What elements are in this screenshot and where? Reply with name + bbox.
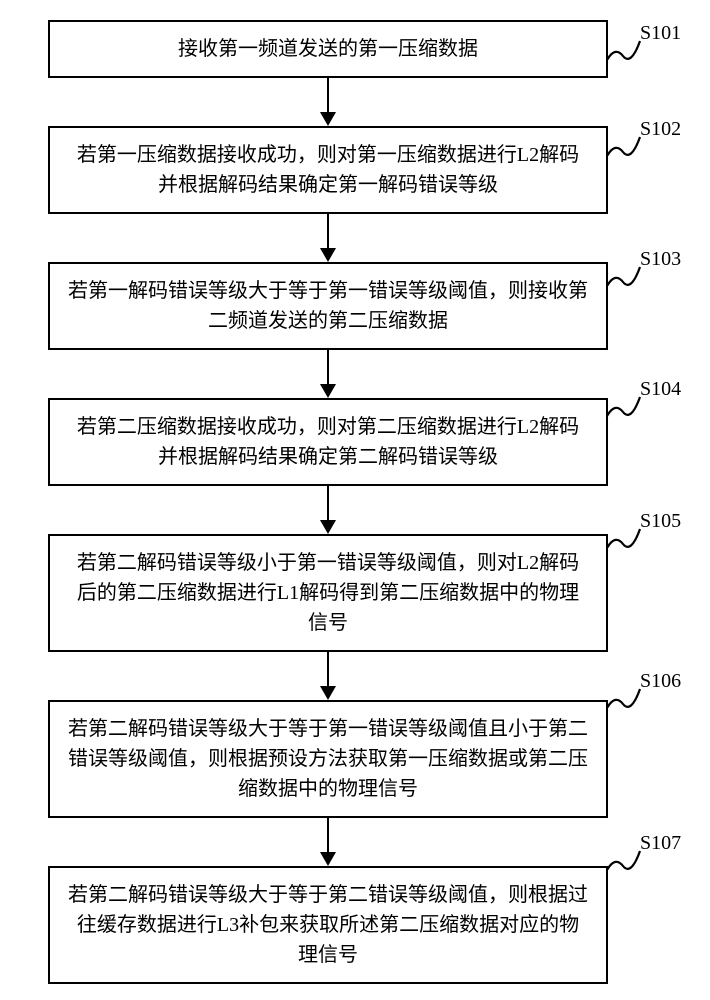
arrow xyxy=(48,78,608,126)
step-box-3: 若第一解码错误等级大于等于第一错误等级阈值，则接收第二频道发送的第二压缩数据 xyxy=(48,262,608,350)
step-text: 若第二解码错误等级大于等于第二错误等级阈值，则根据过往缓存数据进行L3补包来获取… xyxy=(68,884,588,966)
step-label: S101 xyxy=(640,22,681,45)
squiggle-icon xyxy=(606,394,642,422)
squiggle-icon xyxy=(606,38,642,66)
step-label: S104 xyxy=(640,378,681,401)
squiggle-icon xyxy=(606,848,642,876)
step-box-4: 若第二压缩数据接收成功，则对第二压缩数据进行L2解码并根据解码结果确定第二解码错… xyxy=(48,398,608,486)
squiggle-icon xyxy=(606,526,642,554)
step-text: 若第一压缩数据接收成功，则对第一压缩数据进行L2解码并根据解码结果确定第一解码错… xyxy=(77,144,579,196)
arrow xyxy=(48,818,608,866)
step-box-5: 若第二解码错误等级小于第一错误等级阈值，则对L2解码后的第二压缩数据进行L1解码… xyxy=(48,534,608,652)
step-label: S105 xyxy=(640,510,681,533)
step-label: S103 xyxy=(640,248,681,271)
step-text: 若第一解码错误等级大于等于第一错误等级阈值，则接收第二频道发送的第二压缩数据 xyxy=(68,280,588,332)
arrow xyxy=(48,486,608,534)
arrow xyxy=(48,214,608,262)
step-label: S107 xyxy=(640,832,681,855)
squiggle-icon xyxy=(606,264,642,292)
step-box-7: 若第二解码错误等级大于等于第二错误等级阈值，则根据过往缓存数据进行L3补包来获取… xyxy=(48,866,608,984)
step-text: 接收第一频道发送的第一压缩数据 xyxy=(178,38,478,60)
step-box-6: 若第二解码错误等级大于等于第一错误等级阈值且小于第二错误等级阈值，则根据预设方法… xyxy=(48,700,608,818)
squiggle-icon xyxy=(606,134,642,162)
step-text: 若第二解码错误等级小于第一错误等级阈值，则对L2解码后的第二压缩数据进行L1解码… xyxy=(77,552,579,634)
step-label: S102 xyxy=(640,118,681,141)
arrow xyxy=(48,350,608,398)
step-label: S106 xyxy=(640,670,681,693)
step-box-2: 若第一压缩数据接收成功，则对第一压缩数据进行L2解码并根据解码结果确定第一解码错… xyxy=(48,126,608,214)
arrow xyxy=(48,652,608,700)
flowchart-container: 接收第一频道发送的第一压缩数据 若第一压缩数据接收成功，则对第一压缩数据进行L2… xyxy=(48,20,608,984)
squiggle-icon xyxy=(606,686,642,714)
step-text: 若第二压缩数据接收成功，则对第二压缩数据进行L2解码并根据解码结果确定第二解码错… xyxy=(77,416,579,468)
step-text: 若第二解码错误等级大于等于第一错误等级阈值且小于第二错误等级阈值，则根据预设方法… xyxy=(68,718,588,800)
step-box-1: 接收第一频道发送的第一压缩数据 xyxy=(48,20,608,78)
